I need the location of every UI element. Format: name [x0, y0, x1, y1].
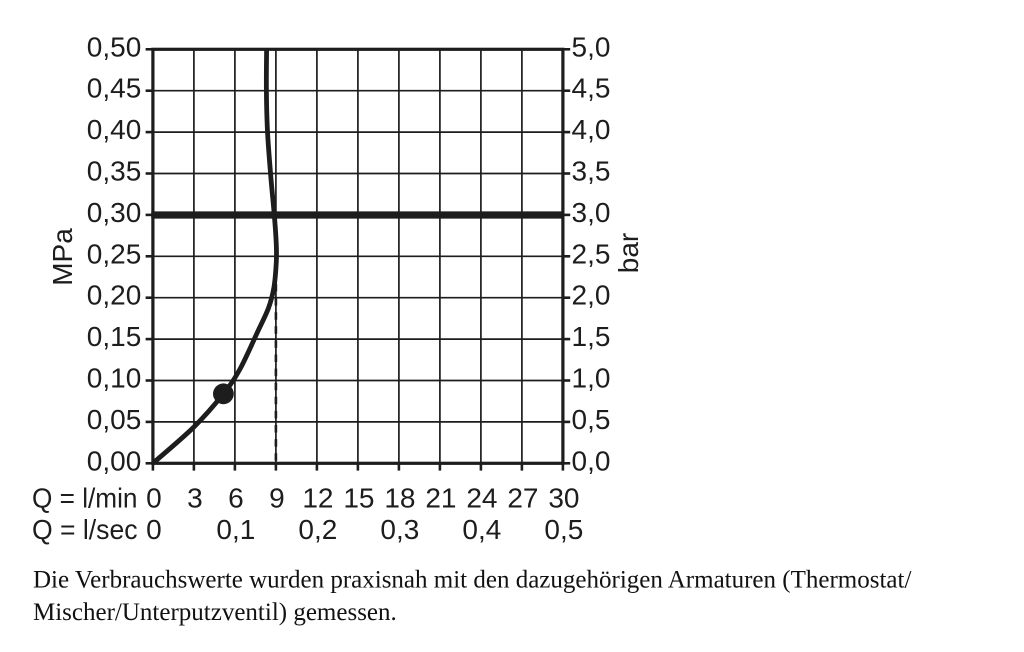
svg-text:0,00: 0,00: [87, 445, 142, 476]
svg-text:4,0: 4,0: [572, 114, 611, 145]
svg-text:0,50: 0,50: [87, 31, 142, 62]
svg-text:1,5: 1,5: [572, 321, 611, 352]
svg-text:5,0: 5,0: [572, 31, 611, 62]
svg-text:0,4: 0,4: [462, 514, 501, 545]
svg-text:3: 3: [187, 483, 203, 514]
svg-text:Q = l/min: Q = l/min: [32, 483, 138, 514]
svg-text:0,0: 0,0: [572, 445, 611, 476]
svg-text:2,5: 2,5: [572, 238, 611, 269]
svg-text:0,35: 0,35: [87, 156, 142, 187]
svg-text:18: 18: [384, 483, 415, 514]
svg-text:0,5: 0,5: [572, 404, 611, 435]
svg-text:0,05: 0,05: [87, 404, 142, 435]
svg-text:0,2: 0,2: [298, 514, 337, 545]
svg-text:MPa: MPa: [47, 228, 78, 286]
svg-text:bar: bar: [613, 233, 644, 273]
svg-text:0,10: 0,10: [87, 363, 142, 394]
svg-text:0,30: 0,30: [87, 197, 142, 228]
svg-text:0,1: 0,1: [216, 514, 255, 545]
svg-text:0,45: 0,45: [87, 73, 142, 104]
svg-text:2,0: 2,0: [572, 280, 611, 311]
svg-text:0: 0: [146, 483, 162, 514]
svg-text:0,3: 0,3: [380, 514, 419, 545]
svg-text:12: 12: [302, 483, 333, 514]
svg-text:30: 30: [548, 483, 579, 514]
svg-text:0,40: 0,40: [87, 114, 142, 145]
svg-text:27: 27: [507, 483, 538, 514]
svg-text:Mischer/Unterputzventil) gemes: Mischer/Unterputzventil) gemessen.: [33, 599, 397, 626]
svg-text:Q = l/sec: Q = l/sec: [32, 514, 138, 545]
svg-text:Die Verbrauchswerte wurden pra: Die Verbrauchswerte wurden praxisnah mit…: [33, 567, 911, 594]
svg-text:9: 9: [269, 483, 285, 514]
svg-text:21: 21: [425, 483, 456, 514]
svg-text:3,5: 3,5: [572, 156, 611, 187]
svg-text:6: 6: [228, 483, 244, 514]
svg-text:3,0: 3,0: [572, 197, 611, 228]
svg-text:0,25: 0,25: [87, 238, 142, 269]
svg-text:24: 24: [466, 483, 497, 514]
svg-text:0,20: 0,20: [87, 280, 142, 311]
svg-text:0,15: 0,15: [87, 321, 142, 352]
svg-text:15: 15: [343, 483, 374, 514]
svg-text:4,5: 4,5: [572, 73, 611, 104]
svg-text:1,0: 1,0: [572, 363, 611, 394]
svg-text:0: 0: [146, 514, 162, 545]
svg-text:0,5: 0,5: [544, 514, 583, 545]
